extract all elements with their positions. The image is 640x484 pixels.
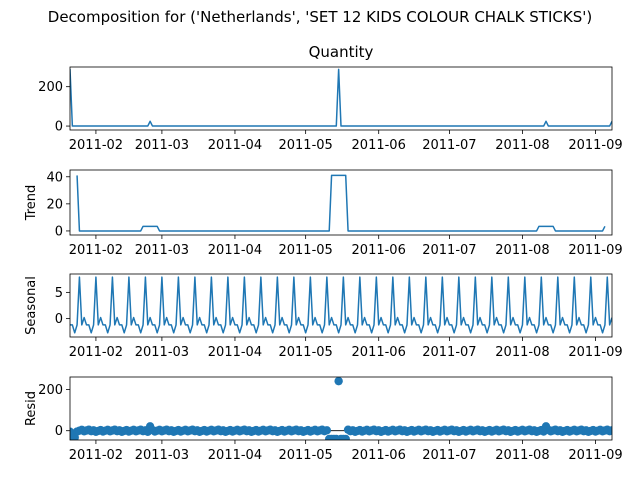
y-tick-label: 20: [46, 197, 63, 212]
y-axis-label: Resid: [24, 391, 39, 426]
x-tick-label: 2011-05: [278, 448, 332, 463]
y-tick-label: 0: [55, 312, 63, 327]
x-tick-label: 2011-08: [495, 138, 549, 153]
x-tick-label: 2011-06: [352, 243, 406, 258]
x-tick-label: 2011-07: [422, 345, 476, 360]
panel-trend: 0 20 40 2011-02 2011-03 2011-04 2011-05 2011-06…: [24, 169, 623, 258]
y-tick-label: 40: [46, 170, 63, 185]
x-tick-label: 2011-02: [69, 243, 123, 258]
resid-point: [145, 422, 155, 431]
plot-area: [70, 276, 612, 334]
x-tick-label: 2011-02: [69, 345, 123, 360]
series-line: [70, 68, 612, 127]
axes-frame: [69, 376, 613, 441]
x-tick-label: 2011-04: [208, 345, 262, 360]
seasonal-line: [70, 276, 612, 334]
y-tick-label: 0: [55, 120, 63, 135]
x-tick-label: 2011-08: [495, 243, 549, 258]
axes-frame: [69, 169, 613, 236]
x-tick-label: 2011-09: [568, 345, 622, 360]
y-tick-label: 200: [38, 383, 63, 398]
resid-point: [341, 434, 350, 440]
x-tick-label: 2011-03: [135, 448, 189, 463]
x-tick-label: 2011-02: [69, 448, 123, 463]
y-tick-label: 0: [55, 424, 63, 439]
resid-point: [334, 377, 343, 386]
x-tick-label: 2011-05: [278, 138, 332, 153]
x-tick-label: 2011-07: [422, 243, 476, 258]
y-tick-label: 200: [38, 80, 63, 95]
x-tick-label: 2011-08: [495, 448, 549, 463]
plot-area: [70, 68, 612, 127]
quantity-panel-title: Quantity: [309, 43, 374, 61]
x-tick-label: 2011-09: [568, 243, 622, 258]
x-tick-label: 2011-06: [352, 448, 406, 463]
y-tick-label: 5: [55, 286, 63, 301]
x-tick-label: 2011-09: [568, 138, 622, 153]
panel-seasonal: 0 5 2011-02 2011-03 2011-04 2011-05 2011-06 201…: [24, 273, 623, 360]
axes-frame: [69, 273, 613, 338]
x-tick-label: 2011-05: [278, 345, 332, 360]
resid-point: [541, 422, 551, 431]
x-tick-label: 2011-05: [278, 243, 332, 258]
x-tick-label: 2011-07: [422, 138, 476, 153]
x-tick-label: 2011-09: [568, 448, 622, 463]
plot-area: [70, 377, 612, 440]
y-axis-label: Seasonal: [24, 276, 39, 335]
x-tick-label: 2011-08: [495, 345, 549, 360]
plot-area: [76, 174, 606, 232]
x-tick-label: 2011-03: [135, 138, 189, 153]
x-tick-label: 2011-04: [208, 448, 262, 463]
y-axis-label: Trend: [24, 185, 39, 222]
x-tick-label: 2011-04: [208, 243, 262, 258]
x-tick-label: 2011-06: [352, 345, 406, 360]
panel-resid: 0 200 2011-02 2011-03 2011-04 2011-05 2011-06 2…: [24, 376, 623, 463]
x-tick-label: 2011-03: [135, 345, 189, 360]
x-tick-label: 2011-04: [208, 138, 262, 153]
y-tick-label: 0: [55, 224, 63, 239]
figure-suptitle: Decomposition for ('Netherlands', 'SET 1…: [48, 8, 592, 26]
x-tick-label: 2011-03: [135, 243, 189, 258]
x-tick-label: 2011-07: [422, 448, 476, 463]
resid-point: [322, 426, 332, 435]
panel-quantity: 0 200 2011-02 2011-03 2011-04 2011-05 2011-06 2…: [38, 66, 623, 153]
axes-frame: [69, 66, 613, 131]
resid-point: [607, 426, 612, 435]
resid-point: [70, 433, 79, 440]
x-tick-label: 2011-06: [352, 138, 406, 153]
x-tick-label: 2011-02: [69, 138, 123, 153]
series-line: [76, 174, 606, 232]
